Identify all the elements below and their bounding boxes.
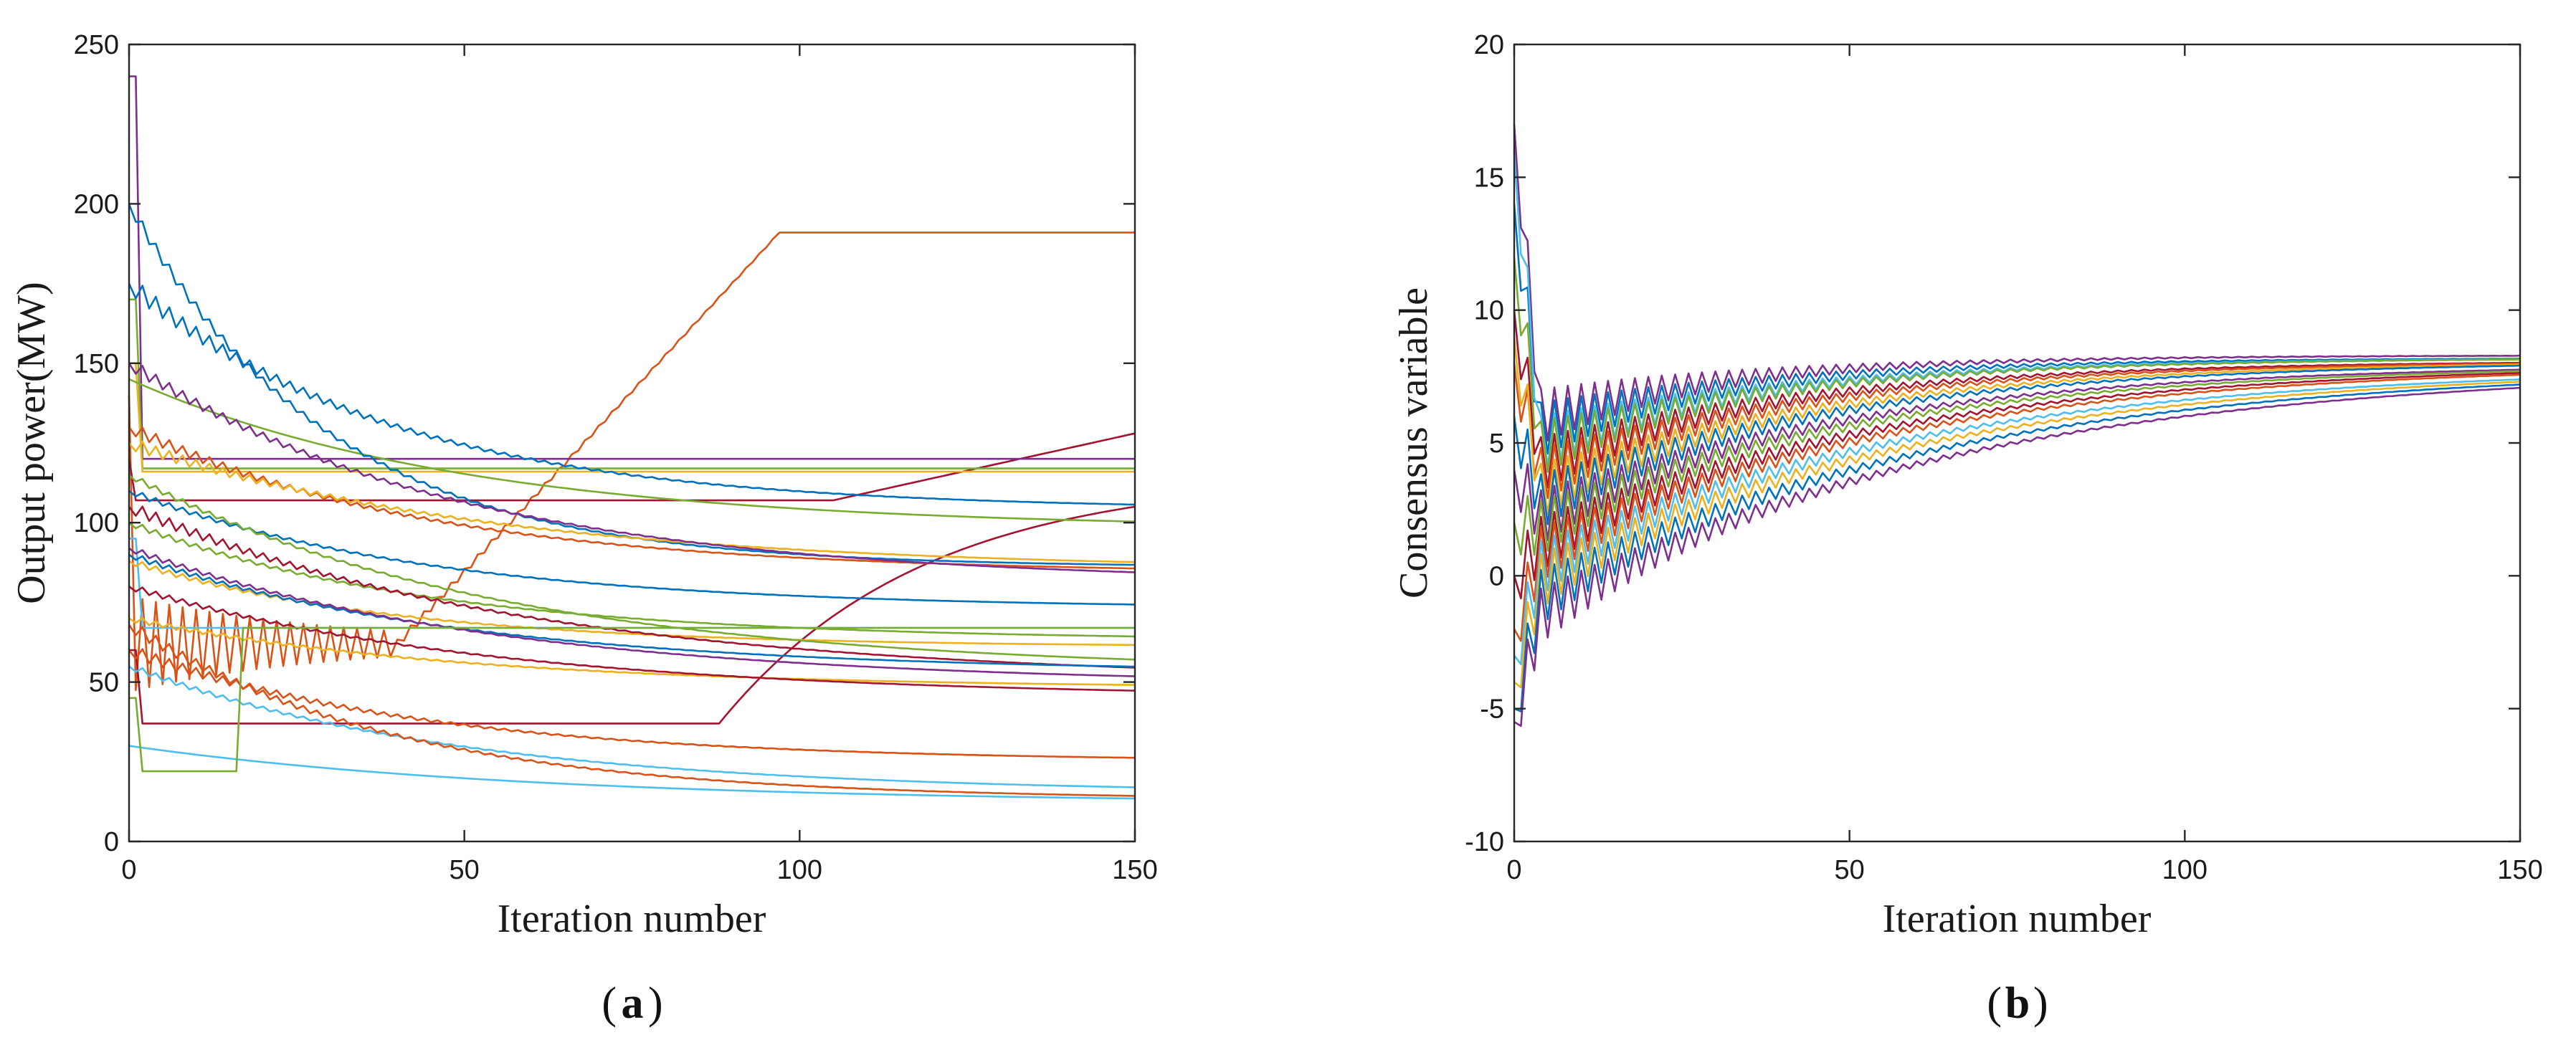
panel-b-series-line-c3 [1513,151,2521,468]
panel-a-y-axis-title: Output power(MW) [9,282,54,604]
panel-a-series-line-s20 [128,547,1136,677]
panel-a-series-line-s9 [128,203,1135,566]
panel-a-series-line-s21 [128,616,1135,686]
panel-a-plot-frame [128,43,1136,843]
panel-b-y-tick-label: 0 [1489,561,1504,591]
panel-b-x-tick-label: 0 [1506,855,1521,885]
panel-a-series-line-s14 [129,538,1135,629]
panel-a-series-line-s11 [128,440,1136,563]
panel-b-y-tick-label: 15 [1474,163,1504,193]
panel-a-series-line-s4 [129,298,1135,469]
panel-b-series-line-c5 [1513,310,2521,489]
panel-b-x-axis-title: Iteration number [1883,897,2152,941]
panel-a-y-tick-label: 200 [74,189,119,219]
panel-b-series-line-c2 [1513,204,2521,455]
panel-b-series-line-c12 [1513,373,2521,642]
panel-b-x-tick-label: 100 [2162,855,2207,885]
panel-a-x-tick-label: 0 [121,855,136,885]
panel-b-series-line-c9 [1513,368,2521,541]
panel-b-y-axis-title: Consensus variable [1392,287,1436,598]
panel-a-x-tick-label: 50 [450,855,480,885]
panel-a-y-tick-label: 150 [74,349,119,379]
panel-a-y-tick-label: 100 [74,508,119,538]
panel-a-series-line-s17 [128,505,1136,669]
panel-a-series-line-s8 [128,378,1136,523]
panel-b-label-open-paren: ( [1987,979,2002,1028]
panel-b-series-line-c10 [1513,370,2521,556]
panel-b-label-close-paren: ) [2033,979,2048,1028]
panel-b-series-group [1513,124,2521,727]
panel-a-series-line-s12 [128,363,1136,573]
panel-b-series-line-c1 [1513,124,2521,442]
panel-a-y-tick-label: 50 [89,668,119,698]
panel-a-label: a [622,979,644,1028]
panel-a-series-line-s24 [128,665,1136,788]
panel-b-label: b [2005,979,2030,1028]
panel-a-series-line-s6 [128,283,1135,506]
panel-b-series-line-c6 [1513,362,2521,500]
panel-a-series-line-s2 [128,432,1136,502]
panel-a-series-group [128,75,1136,800]
panel-a-series-line-s1 [128,232,1135,692]
panel-a-label-close-paren: ) [648,979,663,1028]
panel-b-y-tick-label: 5 [1489,429,1504,459]
panel-a-series-line-s10 [128,426,1135,570]
panel-b-series-line-c4 [1513,257,2521,473]
panel-a-x-tick-label: 150 [1112,855,1157,885]
panel-a-series-line-s5 [129,362,1135,473]
panel-a-series-line-s26 [128,745,1136,800]
panel-b-series-line-c15 [1513,383,2521,712]
panel-b-series-line-c8 [1513,364,2521,525]
panel-b-series-line-c16 [1513,386,2521,727]
panel-a-series-line-s18 [128,474,1136,661]
panel-b-y-tick-label: -5 [1480,695,1504,725]
panel-b-y-tick-label: 20 [1474,30,1504,60]
panel-b-x-tick-label: 50 [1835,855,1865,885]
panel-a-series-line-s27 [129,626,1135,773]
panel-a-y-tick-label: 0 [104,827,119,857]
panel-a-series-line-s25 [128,624,1136,797]
panel-a-series-line-s13 [128,490,1136,606]
panel-a-series-line-s15 [128,522,1136,638]
panel-b-y-tick-label: -10 [1465,827,1504,857]
panel-a-y-tick-label: 250 [74,30,119,60]
panel-a-ticks: 0 50 100 150 0 50 100 150 200 250 [74,30,1158,885]
panel-b-series-line-c7 [1513,336,2521,515]
panel-b-series-line-c11 [1513,372,2521,600]
panel-a-label-open-paren: ( [602,979,617,1028]
panel-b-ticks: 0 50 100 150 -10 -5 0 5 10 15 20 [1465,30,2543,885]
panel-b-series-line-c13 [1513,378,2521,666]
panel-a-series-line-s7 [129,505,1136,725]
chart-panel-a: 0 50 100 150 0 50 100 150 200 250 Iteration numbe… [9,30,1158,1028]
panel-b-series-line-c14 [1513,381,2521,689]
panel-a-series-line-s3 [129,75,1135,460]
panel-a-series-line-s23 [128,648,1135,759]
panel-a-x-axis-title: Iteration number [498,897,766,941]
panel-a-x-tick-label: 100 [777,855,822,885]
panel-b-y-tick-label: 10 [1474,296,1504,326]
panel-b-x-tick-label: 150 [2497,855,2542,885]
panel-a-series-line-s19 [128,553,1136,668]
